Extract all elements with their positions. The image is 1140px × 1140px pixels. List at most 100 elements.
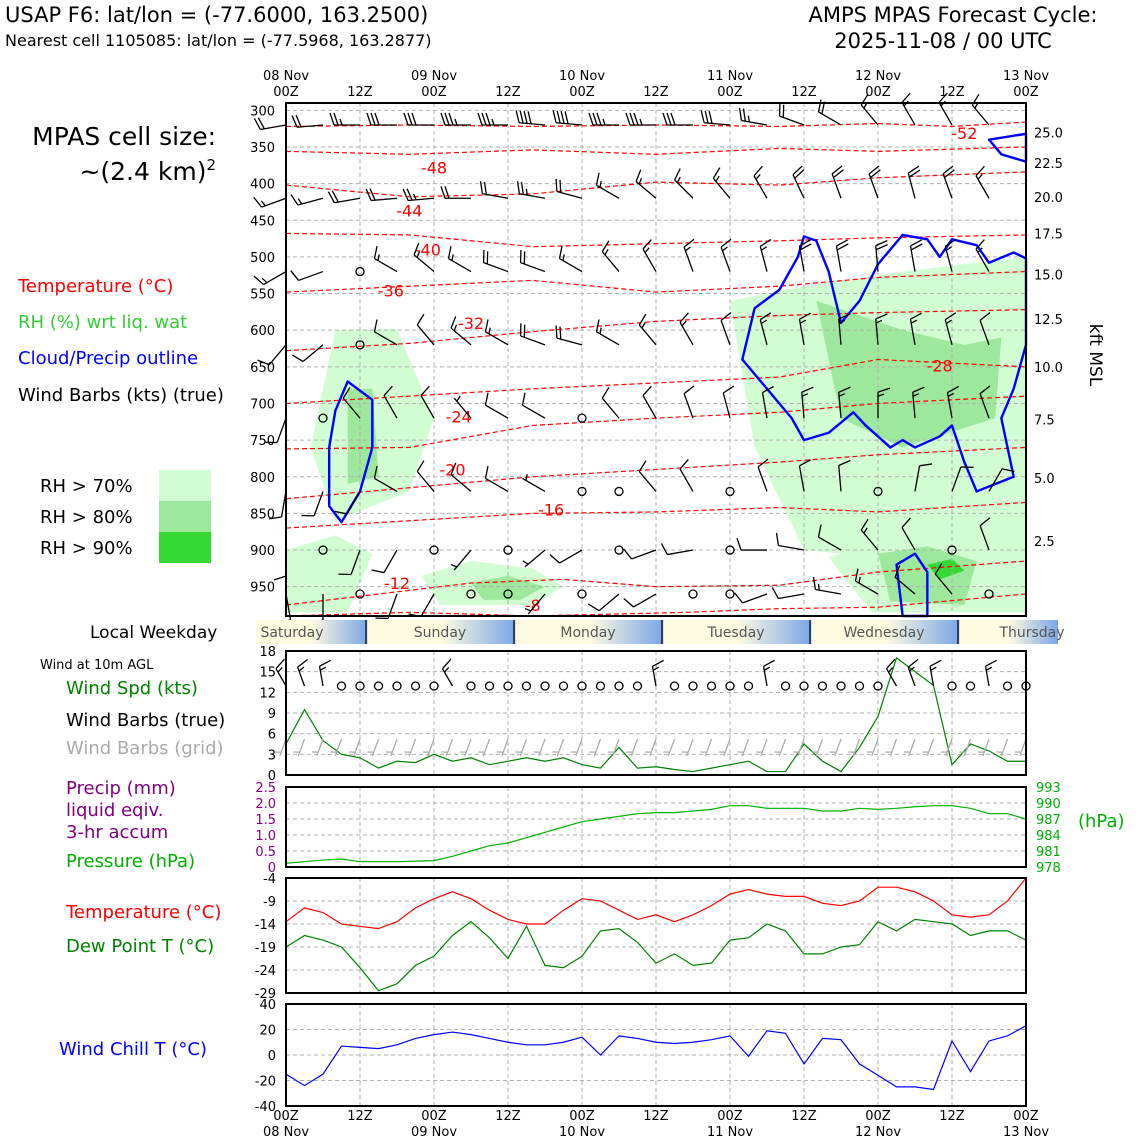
xsec-pressure-tick: 350 bbox=[250, 141, 275, 156]
xsec-wind-barb bbox=[558, 246, 583, 273]
xsec-wind-barb-shaft bbox=[838, 465, 842, 492]
sfc-wind-barb-true-full bbox=[275, 658, 285, 670]
xsec-wind-barb bbox=[683, 385, 695, 419]
xsec-wind-barb-shaft bbox=[868, 173, 879, 199]
xsec-wind-barb-shaft bbox=[420, 593, 435, 617]
xsec-wind-barb bbox=[951, 466, 974, 492]
xsec-wind-barb-half bbox=[599, 180, 602, 188]
panel-ytick: -9 bbox=[263, 895, 276, 910]
xsec-wind-barb-full bbox=[369, 188, 376, 201]
sfc-wind-barb-true-calm bbox=[466, 681, 476, 691]
xsec-wind-barb-full bbox=[642, 385, 652, 397]
xsec-wind-barb bbox=[290, 194, 324, 206]
xsec-wind-barb bbox=[771, 587, 805, 600]
xsec-wind-barb-shaft bbox=[712, 177, 731, 199]
xsec-wind-barb-full bbox=[365, 188, 372, 201]
panel-ytick: 6 bbox=[268, 728, 276, 743]
sfc-wind-barb-grid-shaft bbox=[982, 738, 990, 757]
sfc-wind-barb-grid bbox=[515, 738, 528, 757]
xsec-wind-barb bbox=[484, 319, 509, 346]
xsec-wind-barb-half bbox=[416, 251, 421, 258]
cloud-outline bbox=[895, 552, 929, 618]
temperature-contour-label: -8 bbox=[525, 596, 541, 615]
xsec-wind-barb-full bbox=[559, 326, 562, 340]
sfc-wind-barb-grid-half bbox=[404, 751, 411, 753]
xsec-wind-barb-shaft bbox=[556, 190, 583, 199]
legend-liquid: liquid eqiv. bbox=[66, 800, 163, 821]
xsec-wind-barb-full bbox=[596, 112, 602, 126]
xsec-wind-barb bbox=[519, 323, 546, 346]
panel-ytick: 12 bbox=[259, 686, 276, 701]
pressure-unit: (hPa) bbox=[1078, 811, 1125, 832]
xsec-wind-barb-shaft bbox=[522, 477, 546, 492]
xsec-wind-barb bbox=[674, 168, 694, 199]
sfc-wind-barb-grid-shaft bbox=[556, 738, 565, 757]
xsec-wind-barb-full bbox=[836, 243, 849, 251]
xsec-wind-barb-full bbox=[406, 188, 413, 201]
xsec-wind-barb-calm bbox=[355, 589, 365, 599]
panel-ytick: -19 bbox=[255, 941, 276, 956]
xsec-wind-barb-full bbox=[416, 313, 425, 326]
sfc-wind-barb-grid-shaft bbox=[316, 738, 324, 757]
xsec-wind-barb-full bbox=[759, 312, 772, 321]
sfc-wind-barb-true-half bbox=[319, 666, 327, 671]
sfc-wind-barb-true-calm bbox=[688, 681, 698, 691]
xsec-wind-barb-full bbox=[486, 251, 489, 265]
xsec-wind-barb-full bbox=[753, 165, 763, 177]
xsec-pressure-tick: 850 bbox=[250, 507, 275, 522]
sfc-wind-barb-true-calm bbox=[836, 681, 846, 691]
sfc-wind-barb-grid-half bbox=[533, 751, 541, 753]
sfc-wind-barb-grid-shaft bbox=[908, 738, 916, 757]
xsec-wind-barb bbox=[944, 312, 957, 346]
xsec-wind-barb bbox=[638, 313, 657, 346]
weekday-name: Wednesday bbox=[843, 625, 924, 641]
xsec-wind-barb bbox=[257, 344, 287, 366]
panel-ytick: 1.5 bbox=[255, 813, 276, 828]
xsec-wind-barb bbox=[552, 110, 583, 126]
xsec-wind-barb-half bbox=[456, 395, 461, 402]
xsec-pressure-tick: 900 bbox=[250, 544, 275, 559]
xsec-wind-barb-half bbox=[945, 246, 952, 251]
xsec-wind-barb-full bbox=[625, 112, 631, 126]
xsec-wind-barb-full bbox=[944, 312, 957, 321]
xsec-wind-barb bbox=[638, 460, 657, 492]
pressure-ytick: 978 bbox=[1036, 861, 1061, 876]
xsec-wind-barb-full bbox=[738, 107, 743, 121]
xsec-wind-barb-shaft bbox=[720, 320, 731, 346]
xsec-wind-barb-calm bbox=[503, 589, 513, 599]
xsec-wind-barb bbox=[979, 517, 991, 551]
xsec-wind-barb bbox=[420, 385, 435, 419]
sfc-wind-barb-grid bbox=[404, 738, 417, 757]
legend-temp2: Temperature (°C) bbox=[65, 902, 221, 923]
xsec-wind-barb-full bbox=[799, 243, 812, 251]
xsec-wind-barb bbox=[838, 459, 851, 492]
xsec-wind-barb-shaft bbox=[938, 102, 953, 126]
xsec-wind-barb-full bbox=[775, 532, 780, 546]
xsec-wind-barb bbox=[801, 386, 814, 419]
cell-size-line2: ~(2.4 km)2 bbox=[79, 156, 216, 186]
xsec-wind-barb-half bbox=[877, 393, 885, 397]
top-axis-hour: 00Z bbox=[865, 85, 891, 100]
xsec-wind-barb bbox=[798, 459, 811, 492]
xsec-wind-barb-full bbox=[792, 165, 803, 176]
xsec-wind-barb-full bbox=[273, 575, 287, 581]
panel-ytick: 40 bbox=[259, 998, 276, 1013]
sfc-wind-barb-grid bbox=[681, 738, 694, 757]
xsec-wind-barb-shaft bbox=[759, 246, 768, 272]
sfc-wind-barb-grid bbox=[293, 738, 306, 757]
legend-wind-barbs-true: Wind Barbs (true) bbox=[66, 710, 225, 731]
xsec-wind-barb-shaft bbox=[559, 549, 583, 564]
xsec-wind-barb bbox=[835, 239, 849, 272]
xsec-wind-barb-full bbox=[831, 165, 843, 175]
xsec-wind-barb bbox=[988, 468, 1015, 492]
xsec-wind-barb bbox=[342, 387, 361, 419]
legend-wind-spd: Wind Spd (kts) bbox=[66, 678, 198, 699]
xsec-wind-barb-shaft bbox=[519, 193, 546, 199]
xsec-wind-barb-shaft bbox=[416, 471, 435, 492]
xsec-pressure-tick: 550 bbox=[250, 288, 275, 303]
xsec-wind-barb-half bbox=[297, 198, 303, 205]
xsec-wind-barb-half bbox=[760, 319, 767, 325]
xsec-wind-barb-full bbox=[588, 112, 594, 126]
xsec-wind-barb-shaft bbox=[371, 197, 398, 202]
xsec-wind-barb-half bbox=[722, 246, 728, 252]
